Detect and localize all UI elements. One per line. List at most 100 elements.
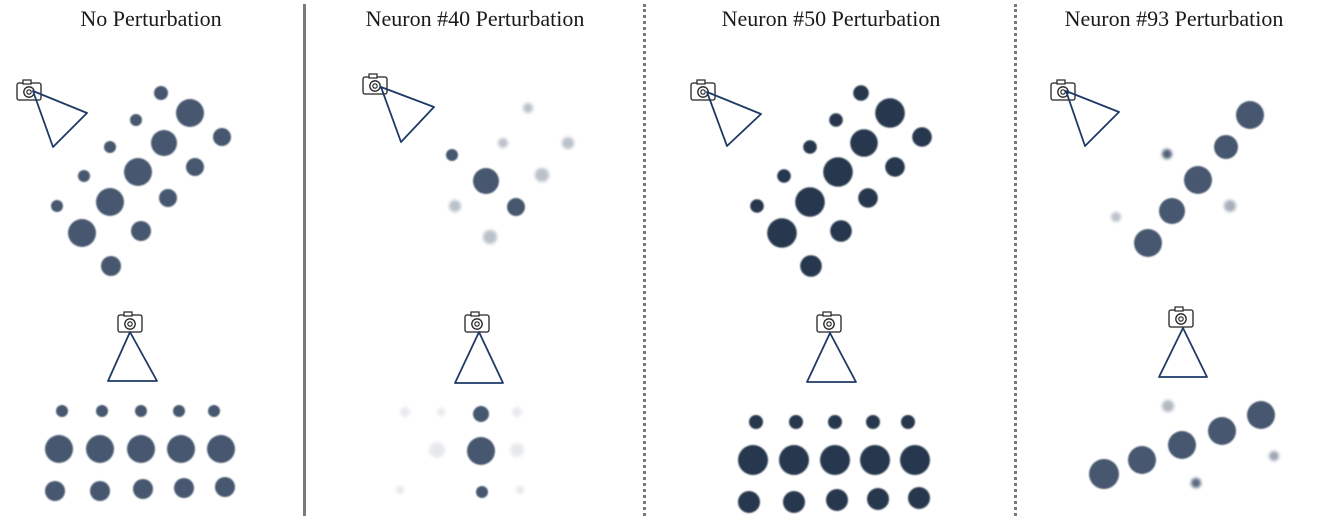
gaussian-blob [1159, 198, 1185, 224]
gaussian-blob [749, 415, 763, 429]
gaussian-blob [151, 130, 177, 156]
gaussian-blob [738, 491, 760, 513]
gaussian-blob [823, 157, 853, 187]
gaussian-blob [130, 114, 142, 126]
gaussian-blob [562, 137, 574, 149]
camera-frustum [1065, 90, 1120, 147]
gaussian-blob [507, 198, 525, 216]
gaussian-blob [133, 479, 153, 499]
gaussian-blob [535, 168, 549, 182]
gaussian-blob [800, 255, 822, 277]
gaussian-blob [1168, 431, 1196, 459]
gaussian-blob [498, 138, 508, 148]
panel-no-perturbation: No Perturbation [0, 0, 302, 529]
gaussian-blob [830, 220, 852, 242]
gaussian-blob [446, 149, 458, 161]
gaussian-blob [850, 129, 878, 157]
camera-frustum [107, 331, 158, 382]
gaussian-blob [483, 230, 497, 244]
gaussian-blob [512, 407, 522, 417]
gaussian-blob [45, 481, 65, 501]
gaussian-blob [56, 405, 68, 417]
gaussian-blob [173, 405, 185, 417]
panel-title: Neuron #93 Perturbation [1064, 6, 1284, 31]
camera-icon [816, 311, 842, 333]
gaussian-blob [1224, 200, 1236, 212]
gaussian-blob [826, 489, 848, 511]
gaussian-blob [908, 487, 930, 509]
gaussian-blob [90, 481, 110, 501]
panel-neuron-93: Neuron #93 Perturbation [1020, 0, 1328, 529]
gaussian-blob [400, 407, 410, 417]
gaussian-blob [1247, 401, 1275, 429]
gaussian-blob [867, 488, 889, 510]
gaussian-blob [789, 415, 803, 429]
camera-frustum [706, 91, 762, 147]
gaussian-blob [777, 169, 791, 183]
gaussian-blob [1236, 101, 1264, 129]
gaussian-blob [779, 445, 809, 475]
panel-title: Neuron #50 Perturbation [721, 6, 941, 31]
gaussian-blob [900, 445, 930, 475]
camera-icon [1168, 306, 1194, 328]
camera-icon [1050, 79, 1076, 101]
gaussian-blob [467, 437, 495, 465]
divider-dashed-2 [1014, 4, 1017, 516]
gaussian-blob [738, 445, 768, 475]
camera-icon [464, 311, 490, 333]
gaussian-blob [803, 140, 817, 154]
gaussian-blob [828, 415, 842, 429]
gaussian-blob [124, 158, 152, 186]
gaussian-blob [101, 256, 121, 276]
gaussian-blob [213, 128, 231, 146]
camera-frustum [806, 332, 857, 383]
gaussian-blob [885, 157, 905, 177]
camera-icon [117, 311, 143, 333]
gaussian-blob [127, 435, 155, 463]
gaussian-blob [186, 158, 204, 176]
gaussian-blob [875, 98, 905, 128]
gaussian-blob [858, 188, 878, 208]
gaussian-blob [912, 127, 932, 147]
gaussian-blob [86, 435, 114, 463]
divider-solid [303, 4, 306, 516]
camera-frustum [32, 90, 88, 148]
gaussian-blob [96, 188, 124, 216]
gaussian-blob [51, 200, 63, 212]
gaussian-blob [154, 86, 168, 100]
gaussian-blob [860, 445, 890, 475]
gaussian-blob [1162, 149, 1172, 159]
gaussian-blob [901, 415, 915, 429]
gaussian-blob [473, 168, 499, 194]
panel-title: Neuron #40 Perturbation [365, 6, 585, 31]
gaussian-blob [135, 405, 147, 417]
gaussian-blob [396, 486, 404, 494]
gaussian-blob [516, 486, 524, 494]
divider-dashed-1 [643, 4, 646, 516]
gaussian-blob [1089, 459, 1119, 489]
camera-icon [16, 79, 42, 101]
gaussian-blob [131, 221, 151, 241]
gaussian-blob [449, 200, 461, 212]
gaussian-blob [167, 435, 195, 463]
gaussian-blob [767, 218, 797, 248]
gaussian-blob [176, 99, 204, 127]
gaussian-blob [45, 435, 73, 463]
camera-frustum [454, 331, 504, 384]
gaussian-blob [78, 170, 90, 182]
camera-icon [690, 79, 716, 101]
gaussian-blob [795, 187, 825, 217]
gaussian-blob [207, 435, 235, 463]
camera-frustum [380, 86, 435, 143]
panel-title: No Perturbation [80, 6, 222, 31]
gaussian-blob [1214, 135, 1238, 159]
gaussian-blob [523, 103, 533, 113]
panel-neuron-40: Neuron #40 Perturbation [308, 0, 642, 529]
gaussian-blob [473, 406, 489, 422]
gaussian-blob [1191, 478, 1201, 488]
gaussian-blob [1208, 417, 1236, 445]
gaussian-blob [159, 189, 177, 207]
gaussian-blob [68, 219, 96, 247]
gaussian-blob [476, 486, 488, 498]
